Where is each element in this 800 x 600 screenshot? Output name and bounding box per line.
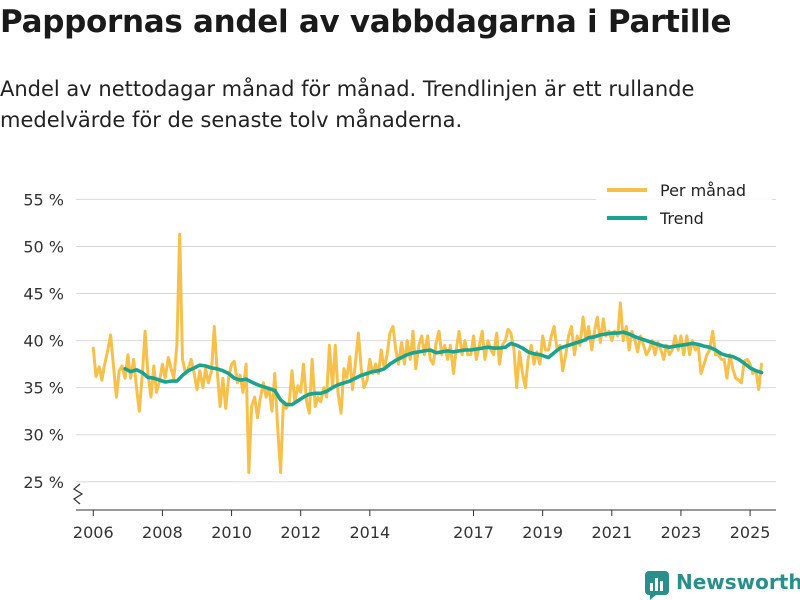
newsworthy-logo: Newsworthy bbox=[645, 570, 800, 600]
x-tick-label-2010: 2010 bbox=[211, 523, 252, 542]
series-layer bbox=[91, 232, 764, 474]
series-line-per-manad bbox=[91, 232, 763, 474]
x-tick-label-2023: 2023 bbox=[661, 523, 702, 542]
y-tick-label-50: 50 % bbox=[23, 237, 64, 256]
axis-break-icon bbox=[72, 483, 84, 505]
y-tick-label-25: 25 % bbox=[23, 473, 64, 492]
bar-chart-icon bbox=[645, 571, 669, 600]
x-tick-label-2006: 2006 bbox=[73, 523, 114, 542]
y-tick-label-30: 30 % bbox=[23, 426, 64, 445]
y-tick-label-35: 35 % bbox=[23, 379, 64, 398]
brand-name: Newsworthy bbox=[676, 570, 800, 594]
x-tick-label-2017: 2017 bbox=[453, 523, 494, 542]
legend: Per månad Trend bbox=[596, 176, 772, 238]
legend-background bbox=[596, 176, 772, 238]
y-tick-label-40: 40 % bbox=[23, 332, 64, 351]
x-tick-label-2019: 2019 bbox=[522, 523, 563, 542]
y-tick-label-45: 45 % bbox=[23, 285, 64, 304]
legend-label-trend: Trend bbox=[659, 209, 704, 228]
chart-subtitle: Andel av nettodagar månad för månad. Tre… bbox=[0, 77, 695, 132]
legend-label-per-manad: Per månad bbox=[660, 181, 746, 200]
x-tick-label-2025: 2025 bbox=[730, 523, 771, 542]
chart-title: Pappornas andel av vabbdagarna i Partill… bbox=[0, 4, 732, 40]
series-line-trend bbox=[123, 330, 764, 407]
x-tick-label-2008: 2008 bbox=[142, 523, 183, 542]
x-tick-label-2012: 2012 bbox=[280, 523, 321, 542]
x-tick-label-2014: 2014 bbox=[349, 523, 390, 542]
axes: 25 % 30 % 35 % 40 % 45 % 50 % 55 % 2006 2008 2010… bbox=[23, 190, 776, 542]
y-tick-label-55: 55 % bbox=[23, 190, 64, 209]
x-tick-label-2021: 2021 bbox=[591, 523, 632, 542]
